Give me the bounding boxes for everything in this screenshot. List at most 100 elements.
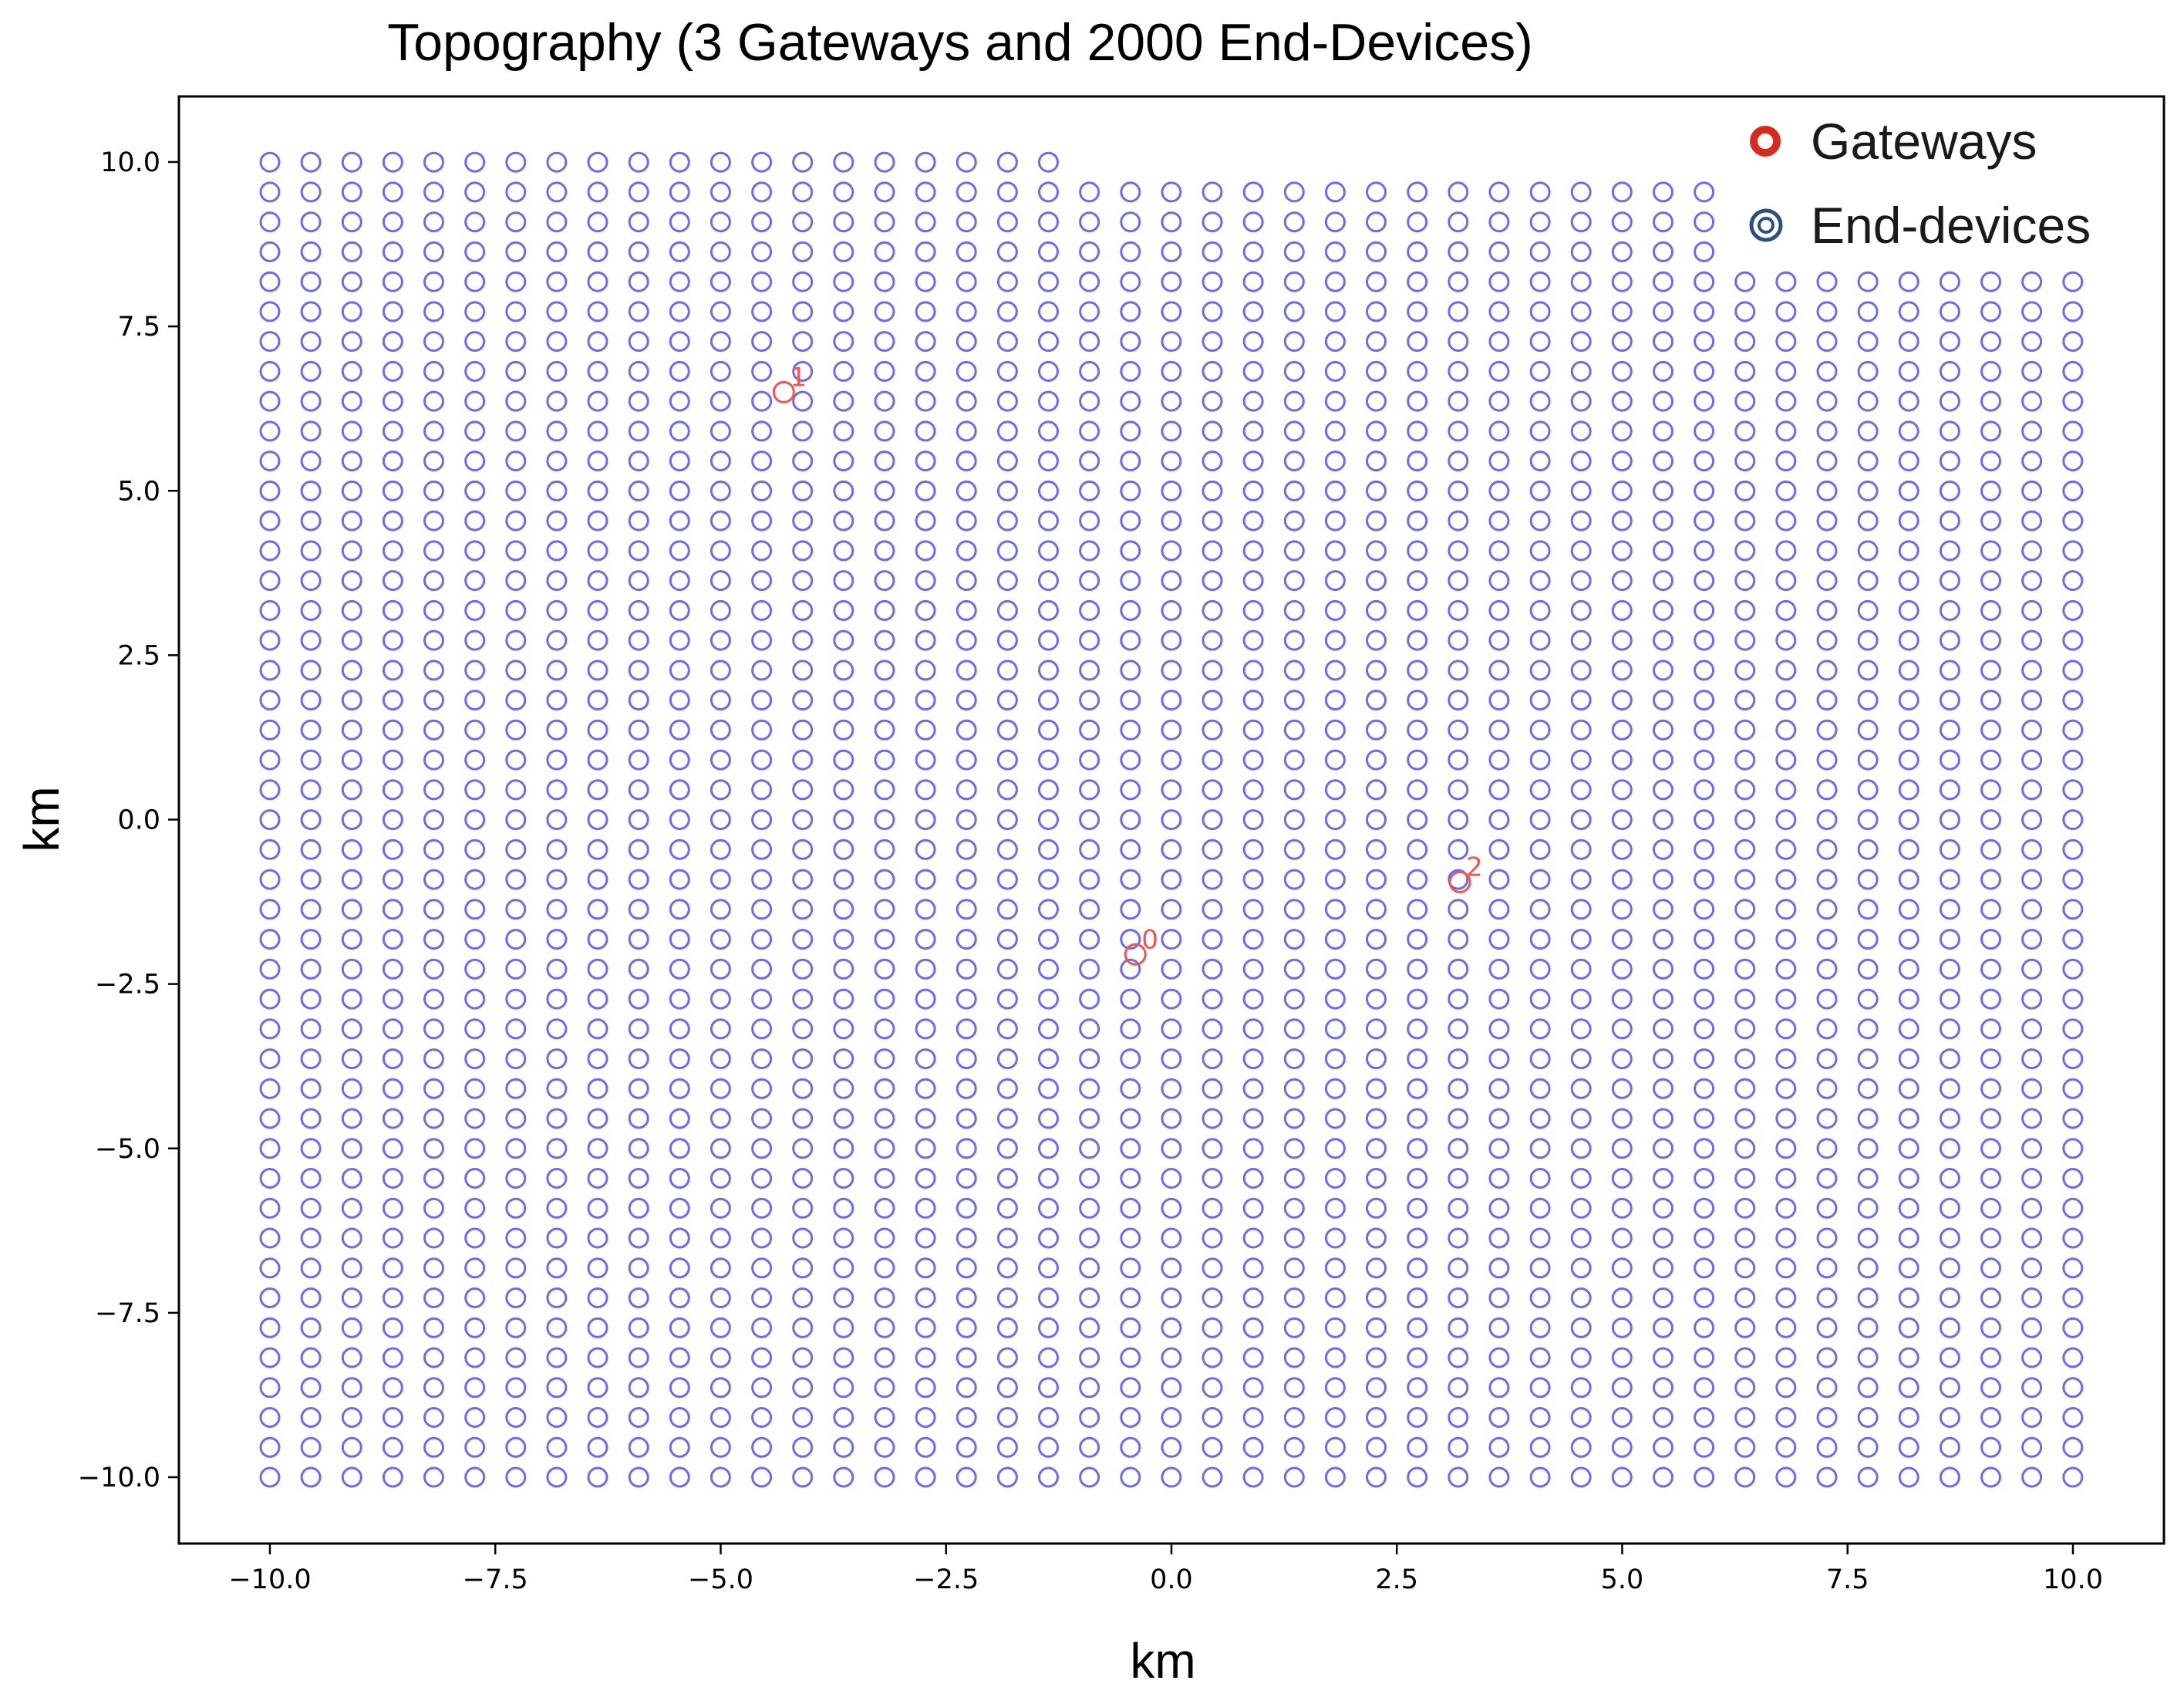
legend-label-end-devices: End-devices: [1811, 197, 2091, 254]
end-device-point: [2021, 1407, 2043, 1428]
end-device-point: [628, 1317, 649, 1338]
end-device-point: [300, 869, 322, 890]
end-device-point: [2062, 1436, 2084, 1458]
end-device-point: [464, 420, 486, 442]
end-device-point: [505, 301, 527, 322]
end-device-point: [1079, 958, 1100, 980]
end-device-point: [628, 1018, 649, 1040]
end-device-point: [1120, 1317, 1141, 1338]
end-device-point: [874, 988, 895, 1010]
end-device-point: [1611, 211, 1633, 233]
end-device-point: [1611, 1347, 1633, 1368]
end-device-point: [669, 331, 690, 353]
end-device-point: [833, 390, 854, 412]
end-device-point: [833, 1287, 854, 1308]
end-device-point: [1324, 869, 1346, 890]
end-device-point: [1079, 1436, 1100, 1458]
end-device-point: [1366, 839, 1387, 860]
end-device-point: [1079, 1407, 1100, 1428]
end-device-point: [505, 839, 527, 860]
y-tick-label: 2.5: [117, 640, 160, 671]
end-device-point: [505, 899, 527, 920]
end-device-point: [1161, 570, 1182, 592]
end-device-point: [1120, 540, 1141, 562]
end-device-point: [1038, 899, 1059, 920]
end-device-point: [1529, 1138, 1551, 1159]
end-device-point: [709, 1018, 731, 1040]
end-device-point: [1448, 1407, 1469, 1428]
end-device-point: [1202, 450, 1223, 472]
end-device-point: [1283, 1407, 1305, 1428]
end-device-point: [1775, 1078, 1797, 1099]
end-device-point: [1448, 1227, 1469, 1249]
end-device-point: [1407, 301, 1428, 322]
end-device-point: [546, 1317, 568, 1338]
end-device-point: [300, 1436, 322, 1458]
end-device-point: [1407, 331, 1428, 353]
end-device-point: [1161, 719, 1182, 741]
end-device-point: [996, 719, 1018, 741]
end-device-point: [1734, 1317, 1756, 1338]
end-device-point: [1775, 690, 1797, 711]
end-device-point: [1816, 390, 1838, 412]
end-device-point: [423, 181, 444, 203]
end-device-point: [792, 570, 814, 592]
end-device-point: [259, 1197, 281, 1219]
end-device-point: [2062, 690, 2084, 711]
end-device-point: [1653, 1466, 1673, 1488]
end-device-point: [587, 480, 608, 501]
end-device-point: [1980, 570, 2001, 592]
end-device-point: [464, 510, 486, 531]
end-device-point: [1570, 1018, 1592, 1040]
end-device-point: [1694, 301, 1715, 322]
end-device-point: [505, 749, 527, 771]
end-device-point: [792, 1048, 814, 1070]
end-device-point: [587, 450, 608, 472]
end-device-point: [1816, 1407, 1838, 1428]
end-device-point: [1283, 181, 1305, 203]
end-device-point: [1898, 1466, 1919, 1488]
end-device-point: [546, 929, 568, 950]
end-device-point: [1448, 1138, 1469, 1159]
end-device-point: [1079, 271, 1100, 292]
end-device-point: [669, 450, 690, 472]
end-device-point: [546, 510, 568, 531]
end-device-point: [546, 480, 568, 501]
end-device-point: [833, 1168, 854, 1189]
end-device-point: [628, 749, 649, 771]
end-device-point: [341, 1108, 362, 1129]
end-device-point: [382, 1048, 403, 1070]
end-device-point: [1242, 1108, 1264, 1129]
end-device-point: [1242, 360, 1264, 382]
end-device-point: [300, 570, 322, 592]
end-device-point: [1734, 1227, 1756, 1249]
end-device-point: [1857, 1018, 1879, 1040]
end-device-point: [1857, 988, 1879, 1010]
end-device-point: [1857, 1197, 1879, 1219]
end-device-point: [874, 1317, 895, 1338]
end-device-point: [464, 1168, 486, 1189]
end-device-point: [751, 301, 773, 322]
end-device-point: [1120, 241, 1141, 262]
end-device-point: [996, 510, 1018, 531]
end-device-point: [1283, 1377, 1305, 1399]
end-device-point: [709, 599, 731, 621]
end-device-point: [546, 271, 568, 292]
end-device-point: [1939, 839, 1960, 860]
end-device-point: [1202, 271, 1223, 292]
end-device-point: [1407, 181, 1428, 203]
end-device-point: [1202, 1317, 1223, 1338]
end-device-point: [1120, 869, 1141, 890]
end-device-point: [587, 1407, 608, 1428]
end-device-point: [1038, 151, 1059, 173]
end-device-point: [2062, 1287, 2084, 1308]
end-device-point: [874, 540, 895, 562]
end-device-point: [464, 1257, 486, 1279]
end-device-point: [1816, 1347, 1838, 1368]
end-device-point: [341, 1257, 362, 1279]
end-device-point: [1488, 480, 1510, 501]
end-device-point: [1324, 1018, 1346, 1040]
end-device-point: [259, 241, 281, 262]
end-device-point: [1611, 839, 1633, 860]
